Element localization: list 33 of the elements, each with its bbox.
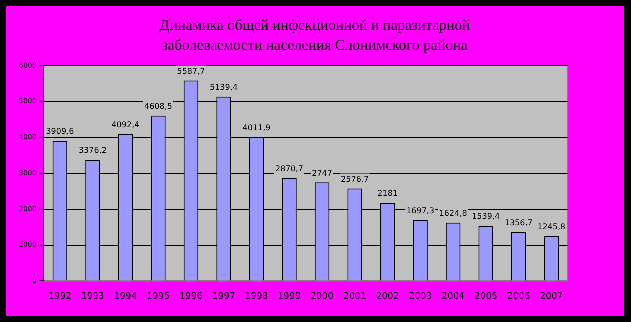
x-tick-label: 1992	[48, 292, 72, 302]
x-tick-label: 1997	[212, 292, 236, 302]
x-tick-label: 2003	[409, 292, 432, 302]
data-label: 2181	[378, 189, 398, 198]
data-label: 4608,5	[144, 102, 172, 111]
data-label: 2870,7	[276, 164, 304, 174]
data-label: 2747	[312, 168, 332, 178]
chart-title: Динамика общей инфекционной и паразитарной заболеваемости населения Слонимского района	[158, 17, 472, 56]
x-tick-label: 2007	[540, 292, 564, 302]
data-label: 1539,4	[472, 212, 500, 222]
x-tick-label: 1999	[278, 292, 302, 302]
x-tick-label: 2001	[344, 292, 367, 302]
data-label: 4092,4	[112, 120, 140, 130]
data-label: 1245,8	[538, 222, 566, 232]
x-tick-label: 1996	[180, 292, 203, 302]
x-tick-label: 2006	[507, 292, 531, 302]
data-label: 5139,4	[210, 82, 238, 92]
data-label: 2576,7	[341, 174, 370, 184]
x-tick-label: 1998	[245, 292, 268, 302]
x-tick-label: 2002	[376, 292, 400, 302]
x-tick-label: 2004	[442, 292, 466, 302]
x-tick-label: 2000	[310, 292, 334, 302]
data-label: 3376,2	[78, 146, 107, 156]
x-tick-label: 1993	[82, 292, 104, 302]
x-tick-label: 1994	[114, 292, 138, 302]
data-label: 1624,8	[439, 209, 468, 218]
x-tick-label: 1995	[147, 292, 170, 302]
data-label: 5587,7	[177, 66, 206, 76]
x-tick-label: 2005	[474, 292, 498, 302]
data-label: 3909,6	[46, 127, 74, 136]
data-label: 4011,9	[242, 123, 271, 132]
data-label: 1356,7	[504, 218, 533, 228]
data-label: 1697,3	[406, 206, 435, 216]
